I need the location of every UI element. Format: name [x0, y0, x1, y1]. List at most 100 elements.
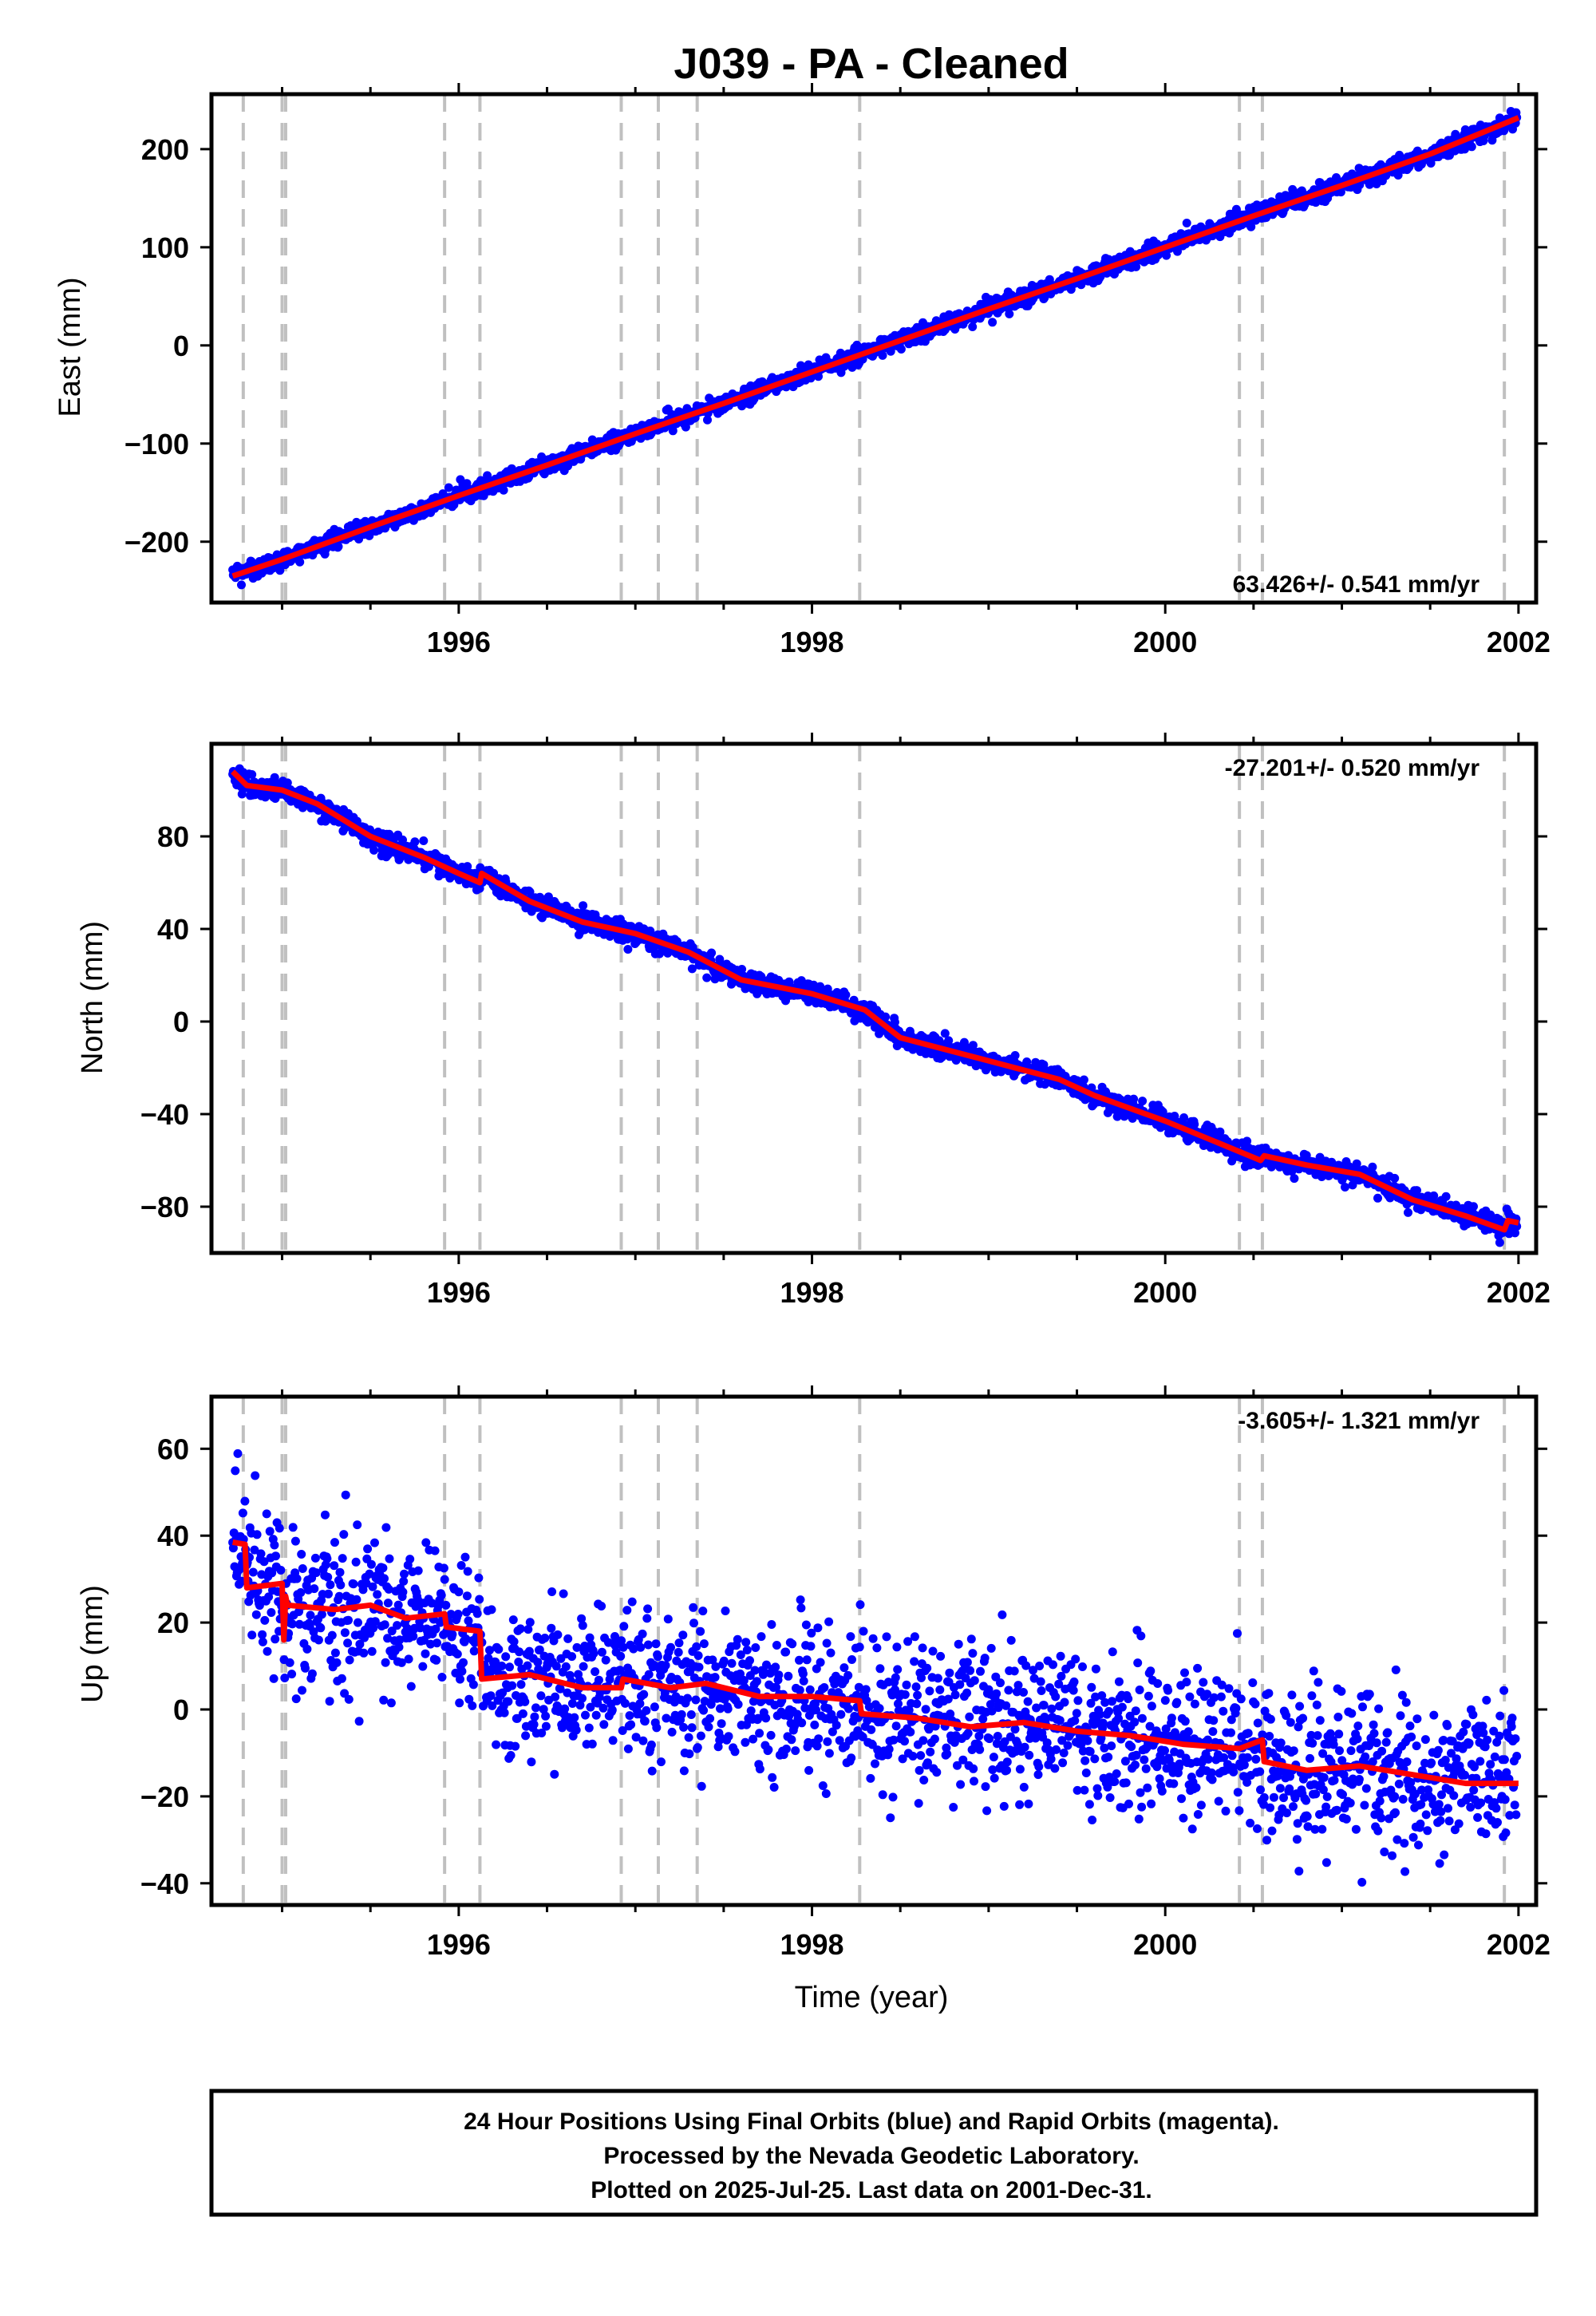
north-data-point: [841, 990, 851, 1000]
north-data-point: [525, 887, 535, 896]
up-data-point: [399, 1576, 409, 1586]
east-frame: [209, 92, 1539, 605]
north-data-point: [1215, 1127, 1225, 1136]
up-data-point: [405, 1555, 415, 1564]
up-data-point: [500, 1708, 509, 1717]
up-data-point: [292, 1574, 302, 1583]
east-data-point: [444, 483, 453, 492]
north-data-point: [1010, 1051, 1020, 1060]
up-data-point: [324, 1589, 333, 1599]
up-data-point: [306, 1611, 315, 1620]
up-data-point: [383, 1599, 393, 1608]
up-data-point: [265, 1527, 275, 1536]
up-data-point: [448, 1630, 457, 1639]
north-data-point: [1390, 1173, 1400, 1183]
up-data-point: [439, 1563, 448, 1573]
east-data-point: [1173, 247, 1182, 256]
north-data-point: [1469, 1202, 1478, 1211]
up-data-point: [339, 1530, 349, 1539]
north-frame: [209, 741, 1539, 1255]
up-data-point: [271, 1634, 280, 1644]
up-data-point: [381, 1523, 391, 1532]
north-data-point: [1348, 1180, 1357, 1190]
up-data-point: [256, 1549, 266, 1559]
up-data-point: [285, 1658, 294, 1667]
up-data-point: [413, 1566, 423, 1575]
up-data-point: [259, 1557, 269, 1567]
up-data-point: [269, 1674, 279, 1683]
up-data-point: [238, 1508, 247, 1518]
up-data-point: [343, 1638, 353, 1648]
up-data-point: [327, 1630, 337, 1640]
up-data-point: [380, 1620, 389, 1630]
up-data-point: [264, 1592, 274, 1602]
north-y-tick-label: 80: [157, 820, 189, 853]
chart-title: J039 - PA - Cleaned: [674, 40, 1069, 88]
north-data-point: [823, 984, 832, 994]
up-data-point: [359, 1648, 369, 1658]
up-data-point: [314, 1635, 323, 1645]
up-data-point: [302, 1644, 312, 1654]
north-data-point: [1341, 1183, 1349, 1192]
east-data-point: [237, 580, 246, 590]
north-data-point: [1079, 1075, 1088, 1085]
east-y-tick-label: −200: [124, 526, 189, 559]
up-data-point: [368, 1582, 377, 1591]
east-data-point: [1005, 309, 1014, 318]
up-data-point: [280, 1674, 290, 1682]
up-data-point: [453, 1610, 463, 1618]
north-data-point: [1138, 1097, 1148, 1106]
up-data-point: [393, 1600, 403, 1610]
east-data-point: [1132, 262, 1141, 271]
north-data-point: [410, 837, 420, 847]
up-data-point: [511, 1741, 520, 1751]
up-data-point: [460, 1552, 470, 1562]
up-data-point: [275, 1524, 284, 1533]
up-data-point: [311, 1568, 321, 1578]
up-data-point: [240, 1496, 250, 1506]
north-data-point: [1373, 1193, 1382, 1203]
up-data-point: [296, 1588, 306, 1597]
north-data-point: [1242, 1136, 1252, 1146]
up-data-point: [385, 1554, 394, 1563]
up-data-point: [475, 1595, 484, 1604]
up-data-point: [440, 1575, 449, 1584]
up-data-point: [340, 1689, 350, 1698]
north-model-line: [231, 769, 1519, 1233]
up-data-point: [267, 1608, 276, 1617]
east-data-point: [681, 422, 690, 432]
up-data-point: [455, 1698, 464, 1708]
north-data-point: [369, 845, 379, 855]
up-data-point: [468, 1701, 477, 1710]
north-data-point: [1495, 1238, 1504, 1247]
up-data-point: [335, 1567, 345, 1577]
up-data-point: [373, 1590, 382, 1599]
up-data-point: [271, 1551, 280, 1561]
east-panel: 63.426+/- 0.541 mm/yr East (mm): [53, 277, 1479, 598]
north-y-axis-label: North (mm): [76, 921, 109, 1074]
north-y-tick-label: −80: [140, 1191, 189, 1223]
east-data-point: [703, 415, 712, 425]
north-data-point: [1429, 1191, 1439, 1200]
up-data-point: [494, 1645, 504, 1654]
north-data-point: [270, 773, 279, 782]
up-data-point: [383, 1634, 393, 1643]
up-data-point: [228, 1543, 238, 1553]
up-data-point: [431, 1624, 440, 1634]
up-data-point: [462, 1591, 472, 1601]
up-data-point: [354, 1717, 364, 1726]
north-y-tick-label: −40: [140, 1098, 189, 1131]
east-x-tick-label: 1998: [780, 626, 843, 658]
north-data-point: [1441, 1192, 1451, 1201]
up-data-point: [370, 1538, 379, 1547]
up-data-point: [344, 1694, 354, 1704]
up-data-point: [501, 1652, 511, 1662]
north-data-point: [237, 789, 247, 799]
up-data-point: [437, 1591, 446, 1600]
east-data-point: [878, 350, 887, 360]
east-rate-label: 63.426+/- 0.541 mm/yr: [1233, 571, 1480, 598]
up-data-point: [349, 1579, 358, 1589]
up-data-point: [250, 1545, 259, 1555]
up-data-point: [344, 1615, 353, 1625]
north-data-point: [1404, 1207, 1412, 1217]
